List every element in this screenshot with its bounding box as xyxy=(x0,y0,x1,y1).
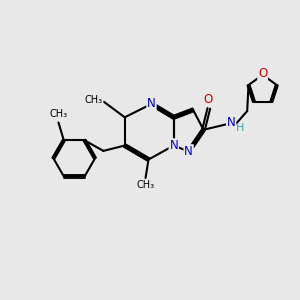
Text: H: H xyxy=(236,123,244,133)
Text: N: N xyxy=(184,145,193,158)
Text: CH₃: CH₃ xyxy=(85,95,103,105)
Text: N: N xyxy=(147,98,156,110)
Text: CH₃: CH₃ xyxy=(50,109,68,119)
Text: O: O xyxy=(258,67,267,80)
Text: CH₃: CH₃ xyxy=(136,180,154,190)
Text: N: N xyxy=(169,139,178,152)
Text: N: N xyxy=(227,116,236,130)
Text: O: O xyxy=(204,93,213,106)
